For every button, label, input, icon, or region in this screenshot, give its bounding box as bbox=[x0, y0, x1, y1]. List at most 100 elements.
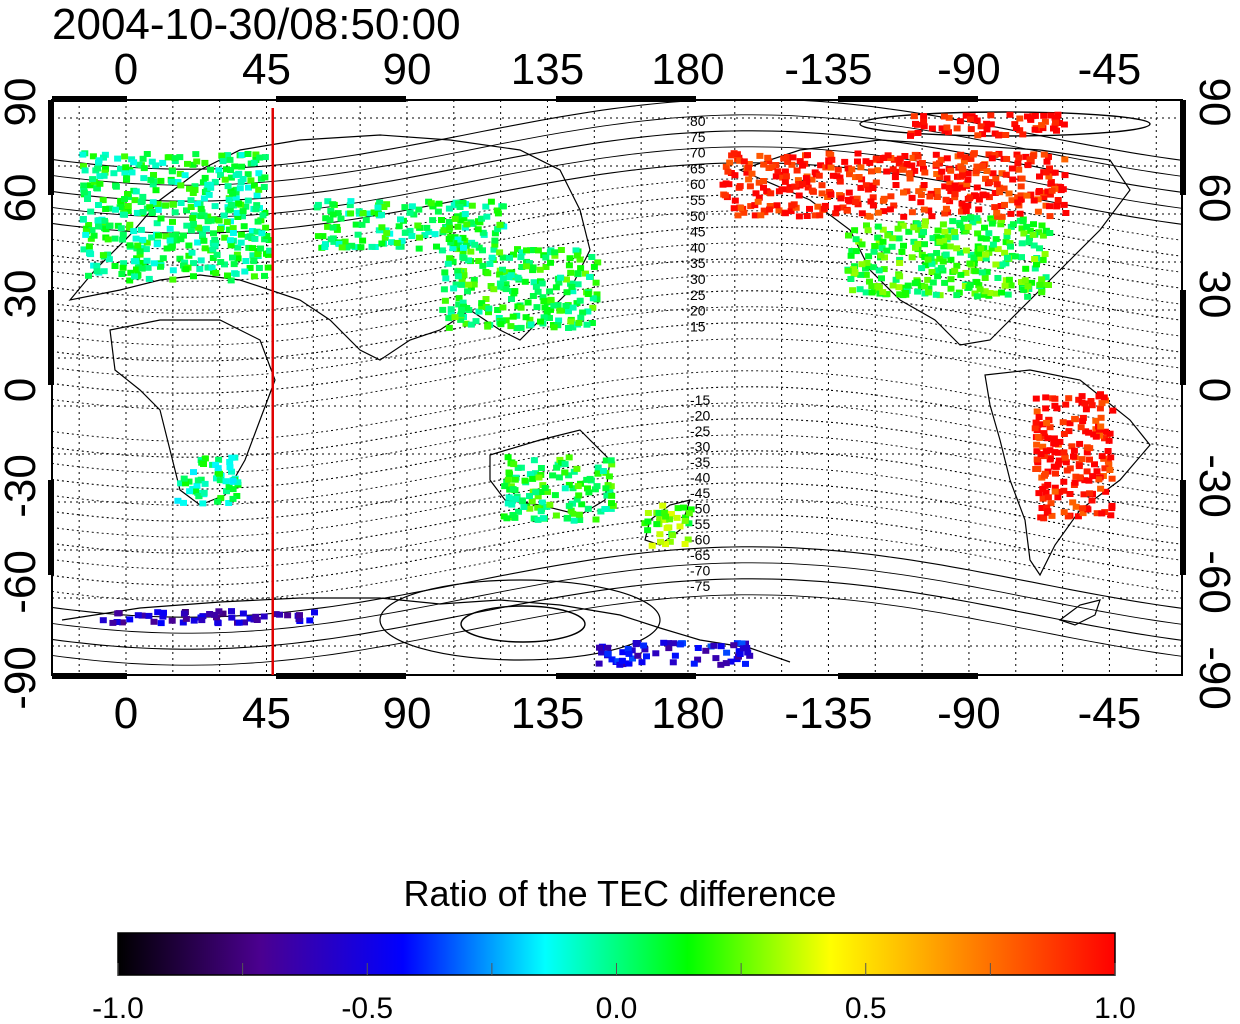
tec-ratio-pixel bbox=[977, 245, 985, 252]
tec-ratio-pixel bbox=[314, 233, 322, 240]
tec-ratio-pixel bbox=[833, 205, 841, 212]
tec-ratio-pixel bbox=[450, 285, 458, 292]
tec-ratio-pixel bbox=[575, 492, 583, 499]
tec-ratio-pixel bbox=[1046, 213, 1054, 220]
tec-ratio-pixel bbox=[756, 152, 764, 159]
tec-ratio-pixel bbox=[122, 164, 130, 171]
tec-ratio-pixel bbox=[440, 286, 448, 293]
tec-ratio-pixel bbox=[598, 649, 606, 656]
tec-ratio-pixel bbox=[462, 320, 470, 327]
tec-ratio-pixel bbox=[154, 206, 162, 213]
tec-ratio-pixel bbox=[1083, 468, 1091, 475]
tec-ratio-pixels bbox=[79, 111, 1117, 668]
tec-ratio-pixel bbox=[1005, 276, 1013, 283]
contour-line bbox=[52, 210, 1182, 282]
tec-ratio-pixel bbox=[694, 645, 702, 651]
tec-ratio-pixel bbox=[446, 224, 454, 231]
tec-ratio-pixel bbox=[157, 215, 165, 222]
tec-ratio-pixel bbox=[920, 182, 928, 188]
tec-ratio-pixel bbox=[940, 237, 948, 244]
tec-ratio-pixel bbox=[499, 304, 507, 311]
tec-ratio-pixel bbox=[215, 608, 223, 615]
tec-ratio-pixel bbox=[457, 316, 465, 323]
tec-ratio-pixel bbox=[863, 259, 871, 266]
tec-ratio-pixel bbox=[255, 265, 263, 271]
tec-ratio-pixel bbox=[665, 640, 672, 647]
tec-ratio-pixel bbox=[763, 188, 771, 195]
tec-ratio-pixel bbox=[1072, 473, 1080, 480]
longitude-tick-label: 45 bbox=[242, 45, 291, 94]
tec-ratio-pixel bbox=[1046, 456, 1054, 463]
tec-ratio-pixel bbox=[234, 214, 242, 220]
tec-ratio-pixel bbox=[200, 461, 207, 467]
tec-ratio-pixel bbox=[374, 204, 382, 211]
tec-ratio-pixel bbox=[1054, 197, 1062, 203]
latitude-tick-label: -90 bbox=[0, 646, 45, 710]
tec-ratio-pixel bbox=[106, 222, 113, 229]
tec-ratio-pixel bbox=[546, 249, 554, 256]
tec-ratio-pixel bbox=[973, 184, 981, 191]
tec-ratio-pixel bbox=[183, 207, 190, 214]
tec-ratio-pixel bbox=[503, 515, 511, 522]
tec-ratio-pixel bbox=[687, 506, 695, 513]
tec-ratio-pixel bbox=[848, 248, 856, 254]
tec-ratio-pixel bbox=[957, 271, 965, 278]
tec-ratio-pixel bbox=[225, 226, 233, 233]
tec-ratio-pixel bbox=[1027, 116, 1035, 123]
tec-ratio-pixel bbox=[899, 222, 907, 229]
tec-ratio-pixel bbox=[1100, 394, 1108, 401]
tec-ratio-pixel bbox=[188, 249, 196, 256]
tec-ratio-pixel bbox=[976, 250, 984, 257]
tec-ratio-pixel bbox=[172, 231, 180, 238]
tec-ratio-pixel bbox=[891, 174, 899, 181]
tec-ratio-pixel bbox=[975, 282, 983, 289]
tec-ratio-pixel bbox=[851, 269, 859, 276]
tec-ratio-pixel bbox=[171, 209, 179, 216]
tec-ratio-pixel bbox=[1061, 172, 1069, 179]
tec-ratio-pixel bbox=[565, 481, 573, 488]
tec-ratio-pixel bbox=[139, 209, 147, 215]
tec-ratio-pixel bbox=[555, 317, 563, 324]
tec-ratio-pixel bbox=[765, 165, 773, 171]
tec-ratio-pixel bbox=[253, 192, 261, 199]
tec-ratio-pixel bbox=[162, 202, 170, 209]
contour-label: 40 bbox=[690, 239, 706, 255]
tec-ratio-pixel bbox=[883, 168, 891, 175]
tec-ratio-pixel bbox=[908, 194, 916, 201]
tec-ratio-pixel bbox=[1104, 458, 1112, 465]
tec-ratio-pixel bbox=[205, 191, 213, 198]
tec-ratio-pixel bbox=[1064, 513, 1072, 520]
tec-ratio-pixel bbox=[376, 199, 384, 206]
tec-ratio-pixel bbox=[869, 194, 877, 201]
tec-ratio-pixel bbox=[919, 229, 927, 236]
tec-ratio-pixel bbox=[237, 231, 245, 238]
tec-ratio-pixel bbox=[839, 204, 847, 211]
tec-ratio-pixel bbox=[190, 617, 198, 624]
tec-ratio-pixel bbox=[740, 209, 748, 216]
tec-ratio-pixel bbox=[204, 218, 212, 225]
tec-ratio-pixel bbox=[781, 178, 789, 185]
tec-ratio-pixel bbox=[556, 307, 564, 314]
tec-ratio-pixel bbox=[597, 508, 605, 515]
tec-ratio-pixel bbox=[220, 212, 228, 219]
tec-ratio-pixel bbox=[211, 203, 219, 210]
tec-ratio-pixel bbox=[712, 655, 720, 662]
tec-ratio-pixel bbox=[967, 126, 975, 133]
tec-ratio-pixel bbox=[529, 264, 537, 271]
tec-ratio-pixel bbox=[1101, 465, 1109, 472]
tec-ratio-pixel bbox=[250, 159, 258, 166]
tec-ratio-pixel bbox=[99, 252, 107, 259]
tec-ratio-pixel bbox=[937, 156, 945, 163]
tec-ratio-pixel bbox=[922, 262, 930, 269]
tec-ratio-pixel bbox=[1001, 249, 1009, 256]
tec-ratio-pixel bbox=[157, 263, 164, 270]
tec-ratio-pixel bbox=[987, 121, 995, 128]
tec-ratio-pixel bbox=[1036, 173, 1043, 180]
tec-ratio-pixel bbox=[1105, 461, 1113, 468]
tec-ratio-pixel bbox=[1023, 223, 1031, 230]
tec-ratio-pixel bbox=[114, 610, 122, 617]
tec-ratio-pixel bbox=[169, 276, 177, 283]
tec-ratio-pixel bbox=[666, 516, 674, 523]
contour-label: 45 bbox=[690, 224, 706, 240]
